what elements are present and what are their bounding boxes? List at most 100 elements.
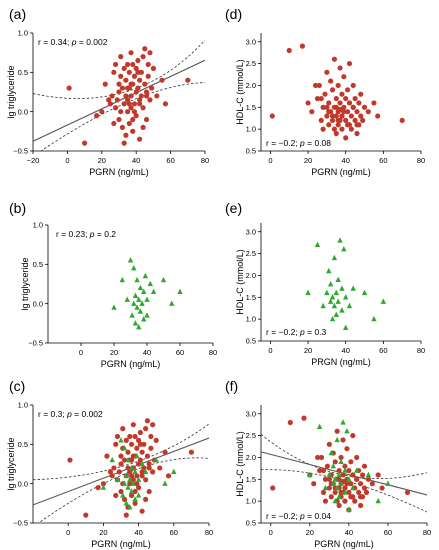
data-point-circle xyxy=(338,489,344,496)
data-point-circle xyxy=(149,85,155,91)
data-point-circle xyxy=(324,113,330,119)
data-point-circle xyxy=(162,101,169,107)
data-point-circle xyxy=(107,469,114,475)
data-point-circle xyxy=(112,61,119,68)
data-point-circle xyxy=(322,476,329,482)
data-point-circle xyxy=(354,476,360,482)
y-tick-label: 1.5 xyxy=(246,103,256,112)
data-point-circle xyxy=(348,459,354,465)
data-point-circle xyxy=(333,113,339,119)
data-point-circle xyxy=(361,463,368,469)
data-point-triangle xyxy=(128,464,135,471)
data-point-circle xyxy=(336,476,342,482)
data-point-circle xyxy=(316,82,322,89)
data-point-triangle xyxy=(329,294,336,300)
data-point-circle xyxy=(138,93,144,99)
data-point-circle xyxy=(133,65,139,71)
x-tick-label: 20 xyxy=(99,528,107,537)
data-point-circle xyxy=(342,498,348,504)
data-point-circle xyxy=(320,104,326,110)
data-point-circle xyxy=(143,426,149,432)
data-point-circle xyxy=(145,73,151,79)
data-point-circle xyxy=(127,469,133,475)
data-point-circle xyxy=(137,429,143,436)
data-point-circle xyxy=(133,89,139,95)
data-point-circle xyxy=(365,109,371,115)
y-tick-label: 0.5 xyxy=(246,519,256,528)
data-point-triangle xyxy=(327,280,334,287)
panel-f: (f) 0 20 40 60 80 0.5 1.0 1.5 2.0 2.5 3.0 PGRN (ng/m… xyxy=(225,378,431,549)
data-point-circle xyxy=(354,454,360,461)
data-point-circle xyxy=(346,467,352,474)
data-point-circle xyxy=(162,449,168,455)
data-point-triangle xyxy=(134,276,140,283)
data-point-circle xyxy=(139,449,145,455)
x-tick-label: 40 xyxy=(134,528,142,537)
ci-upper-line xyxy=(261,433,427,479)
data-point-triangle xyxy=(123,472,129,478)
data-point-circle xyxy=(113,441,119,447)
data-point-circle xyxy=(343,135,349,141)
data-point-circle xyxy=(320,467,327,474)
data-point-circle xyxy=(136,437,142,443)
data-point-circle xyxy=(137,97,143,103)
stats-p-value: = 0.002 xyxy=(72,409,103,419)
y-tick-label: 0.5 xyxy=(18,440,28,449)
x-tick-label: 20 xyxy=(304,156,312,165)
data-point-circle xyxy=(352,95,358,102)
data-point-triangle xyxy=(340,419,346,425)
stats-annotation: r = 0.23; p = 0.2 xyxy=(56,229,116,239)
x-tick-label: 0 xyxy=(268,156,272,165)
data-point-circle xyxy=(146,465,152,471)
x-tick-label: 60 xyxy=(170,528,178,537)
data-point-triangle xyxy=(307,471,313,478)
stats-p-value: = 0.2 xyxy=(95,229,117,239)
data-point-circle xyxy=(348,481,354,487)
data-point-circle xyxy=(83,512,89,518)
data-point-triangle xyxy=(343,324,349,331)
data-point-circle xyxy=(130,422,136,428)
stats-p-value: = 0.04 xyxy=(305,511,332,521)
data-point-circle xyxy=(311,481,317,487)
data-point-circle xyxy=(125,449,131,455)
x-tick-label: 0 xyxy=(79,348,83,357)
data-point-triangle xyxy=(129,312,135,318)
y-axis-label: lg triglyceride xyxy=(20,257,30,310)
data-point-circle xyxy=(379,485,385,491)
x-tick-label: 60 xyxy=(379,346,387,355)
data-point-triangle xyxy=(132,320,139,326)
data-point-circle xyxy=(332,489,338,496)
data-point-circle xyxy=(165,473,172,479)
data-point-circle xyxy=(134,473,140,479)
data-point-circle xyxy=(128,81,134,87)
data-point-triangle xyxy=(125,484,131,490)
stats-p-label: p xyxy=(299,327,305,337)
panel-label: (a) xyxy=(9,6,26,22)
data-point-circle xyxy=(339,91,345,97)
data-point-circle xyxy=(128,492,135,499)
panel-a: (a) −20 0 20 40 60 80 −0.5 0.0 0.5 1.0 PGRN (ng/mL)… xyxy=(6,6,209,177)
panel-label: (f) xyxy=(225,378,238,394)
data-point-circle xyxy=(140,124,146,130)
x-tick-label: 0 xyxy=(66,528,70,537)
data-point-circle xyxy=(112,105,119,111)
data-point-circle xyxy=(148,445,154,451)
data-point-circle xyxy=(123,512,129,518)
data-point-circle xyxy=(125,109,131,115)
x-tick-label: 80 xyxy=(209,348,217,357)
data-point-circle xyxy=(344,109,351,115)
data-point-circle xyxy=(131,101,138,107)
data-point-circle xyxy=(95,485,101,491)
data-point-circle xyxy=(116,116,122,123)
data-point-circle xyxy=(109,473,115,479)
data-point-circle xyxy=(337,100,343,106)
data-point-triangle xyxy=(141,288,147,295)
data-point-circle xyxy=(341,109,347,115)
data-point-circle xyxy=(363,489,370,496)
data-point-circle xyxy=(354,122,360,128)
y-tick-label: 1.0 xyxy=(246,315,256,324)
data-point-circle xyxy=(66,85,72,91)
data-point-circle xyxy=(137,441,143,447)
data-point-triangle xyxy=(361,289,368,296)
